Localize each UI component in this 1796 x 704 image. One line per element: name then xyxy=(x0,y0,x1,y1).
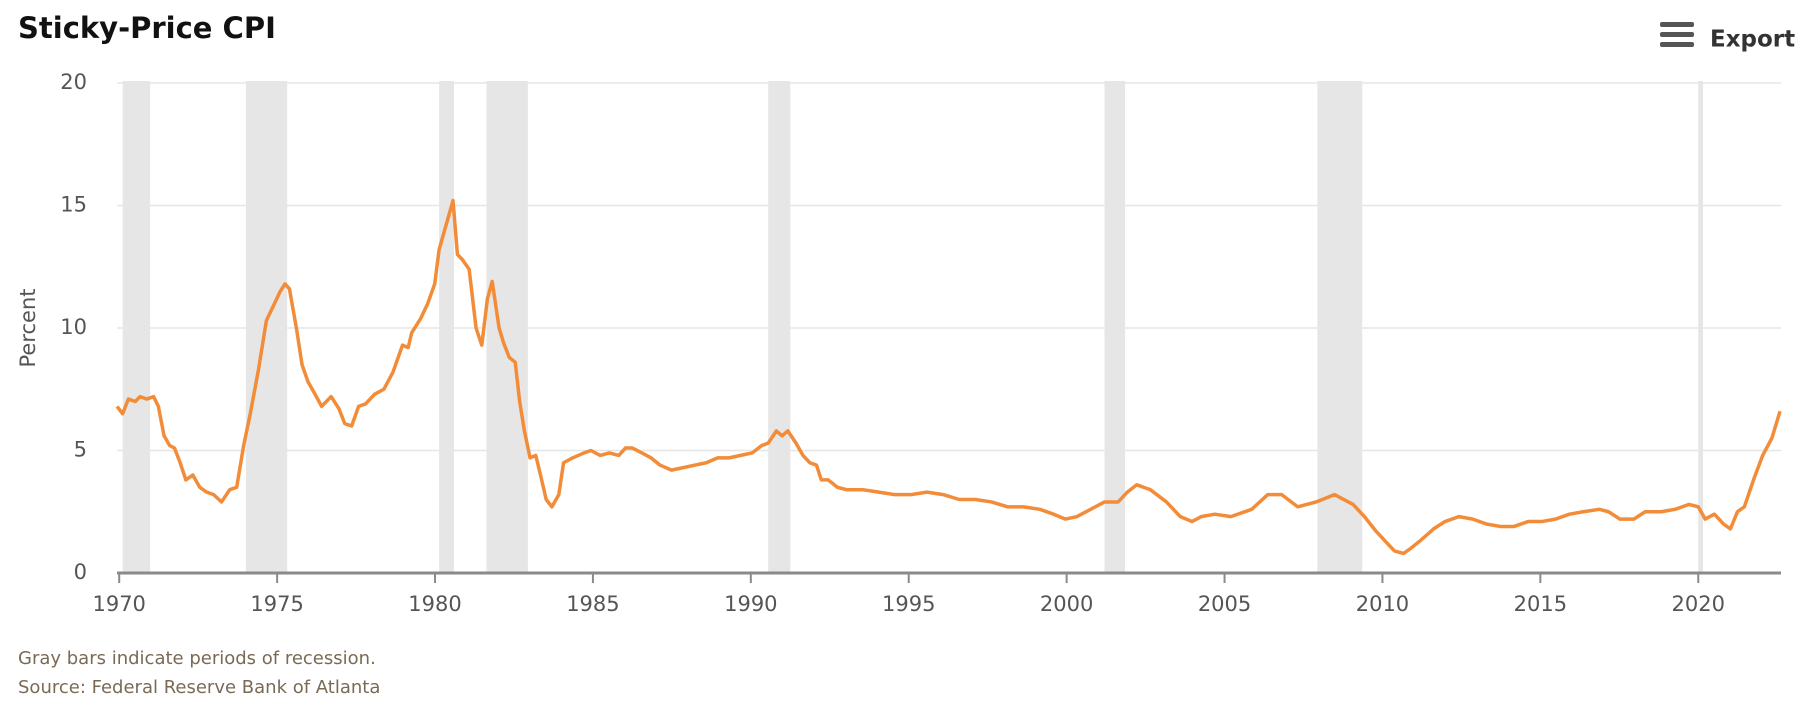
x-tick-label: 2005 xyxy=(1198,592,1251,616)
x-tick-label: 2010 xyxy=(1356,592,1409,616)
recession-bar xyxy=(1698,81,1703,573)
menu-icon-bar xyxy=(1660,32,1694,37)
recession-bar xyxy=(1317,81,1363,573)
x-tick-label: 1990 xyxy=(724,592,777,616)
menu-icon-bar xyxy=(1660,22,1694,27)
menu-icon-bar xyxy=(1660,42,1694,47)
export-button[interactable]: Export xyxy=(1660,22,1795,53)
note: Gray bars indicate periods of recession. xyxy=(18,648,376,669)
y-axis-label: Percent xyxy=(16,288,40,367)
export-label[interactable]: Export xyxy=(1710,27,1795,53)
y-tick-label: 5 xyxy=(74,438,87,462)
x-tick-label: 1975 xyxy=(250,592,303,616)
y-tick-label: 15 xyxy=(60,193,87,217)
x-tick-label: 2000 xyxy=(1040,592,1093,616)
recession-bar xyxy=(768,81,791,573)
x-tick-label: 1985 xyxy=(566,592,619,616)
x-tick-label: 1980 xyxy=(408,592,461,616)
x-tick-label: 1995 xyxy=(882,592,935,616)
x-tick-label: 2020 xyxy=(1672,592,1725,616)
y-tick-label: 20 xyxy=(60,70,87,94)
x-tick-label: 2015 xyxy=(1514,592,1567,616)
x-tick-label: 1970 xyxy=(92,592,145,616)
y-tick-label: 10 xyxy=(60,315,87,339)
note: Source: Federal Reserve Bank of Atlanta xyxy=(18,677,380,698)
chart-title: Sticky-Price CPI xyxy=(18,11,276,45)
recession-bar xyxy=(486,81,528,573)
y-tick-label: 0 xyxy=(74,560,87,584)
recession-bar xyxy=(439,81,454,573)
data-line xyxy=(115,198,1782,556)
recession-bar xyxy=(122,81,151,573)
